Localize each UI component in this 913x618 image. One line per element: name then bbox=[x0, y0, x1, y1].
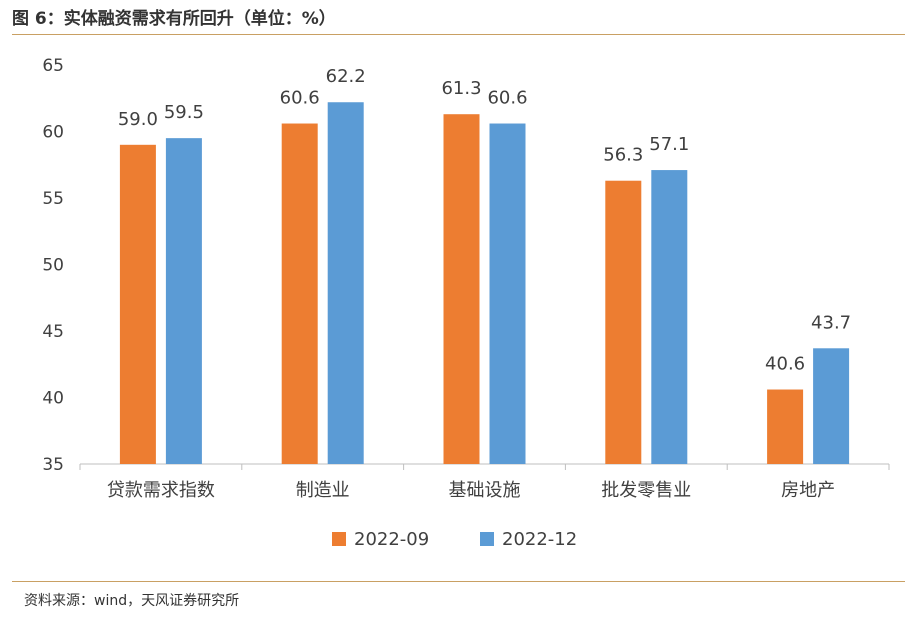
data-label: 43.7 bbox=[811, 312, 851, 333]
y-tick-label: 65 bbox=[42, 56, 64, 76]
legend-swatch-2022-12 bbox=[480, 532, 494, 546]
bar-2022-09 bbox=[767, 389, 804, 464]
y-tick-label: 55 bbox=[42, 189, 64, 209]
x-tick-label: 制造业 bbox=[296, 480, 350, 501]
bar-2022-12 bbox=[489, 123, 526, 465]
data-label: 40.6 bbox=[765, 354, 805, 375]
y-tick-label: 40 bbox=[42, 389, 64, 409]
data-label: 62.2 bbox=[326, 66, 366, 87]
bar-2022-09 bbox=[443, 114, 480, 465]
bar-2022-09 bbox=[281, 123, 318, 465]
bar-2022-09 bbox=[119, 144, 156, 465]
legend-swatch-2022-09 bbox=[332, 532, 346, 546]
source-note: 资料来源：wind，天风证券研究所 bbox=[24, 593, 240, 609]
legend-label: 2022-09 bbox=[354, 529, 429, 550]
bar-2022-09 bbox=[605, 180, 642, 464]
x-tick-label: 贷款需求指数 bbox=[107, 480, 215, 501]
bar-chart: 35 40 45 50 55 60 65 贷款需求指数 59.0 59.5 制造业 60.6 62.2 基… bbox=[42, 56, 890, 550]
x-tick-label: 房地产 bbox=[781, 480, 835, 501]
y-tick-label: 60 bbox=[42, 123, 64, 143]
y-tick-label: 45 bbox=[42, 322, 64, 342]
legend-label: 2022-12 bbox=[502, 529, 577, 550]
x-tick-label: 批发零售业 bbox=[601, 480, 691, 501]
data-label: 60.6 bbox=[487, 88, 527, 109]
data-label: 61.3 bbox=[441, 78, 481, 99]
bar-2022-12 bbox=[165, 138, 202, 464]
chart-title: 图 6：实体融资需求有所回升（单位：%） bbox=[12, 9, 336, 29]
data-label: 60.6 bbox=[280, 88, 320, 109]
bar-2022-12 bbox=[327, 102, 364, 465]
data-label: 59.0 bbox=[118, 109, 158, 130]
data-label: 59.5 bbox=[164, 102, 204, 123]
x-tick-label: 基础设施 bbox=[449, 480, 521, 501]
bottom-divider bbox=[12, 581, 905, 582]
bar-2022-12 bbox=[651, 170, 688, 464]
y-tick-label: 35 bbox=[42, 455, 64, 475]
data-label: 56.3 bbox=[603, 145, 643, 166]
data-label: 57.1 bbox=[649, 134, 689, 155]
y-tick-label: 50 bbox=[42, 256, 64, 276]
top-divider bbox=[12, 34, 905, 35]
bar-2022-12 bbox=[813, 348, 850, 464]
